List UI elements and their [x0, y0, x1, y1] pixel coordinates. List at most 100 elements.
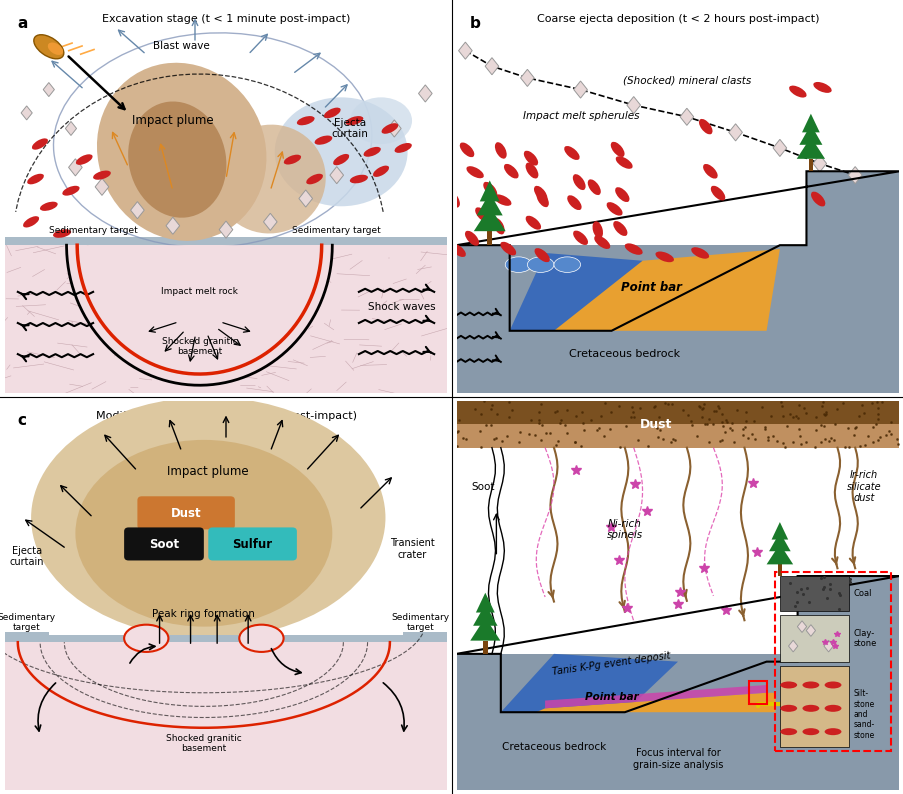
Polygon shape	[812, 155, 825, 172]
Bar	[5, 245, 447, 393]
Bar	[456, 4, 898, 245]
Ellipse shape	[691, 247, 708, 259]
Polygon shape	[219, 221, 233, 238]
Ellipse shape	[824, 705, 841, 712]
Ellipse shape	[93, 171, 111, 179]
Polygon shape	[787, 640, 797, 652]
Text: Point bar: Point bar	[584, 692, 638, 702]
Polygon shape	[728, 124, 741, 141]
Bar	[456, 424, 898, 448]
Bar	[779, 615, 848, 661]
Bar	[5, 642, 447, 790]
Text: Cretaceous bedrock: Cretaceous bedrock	[501, 742, 605, 752]
Ellipse shape	[23, 216, 39, 228]
Ellipse shape	[275, 98, 407, 206]
Text: a: a	[18, 16, 28, 31]
Text: Ir-rich
silicate
dust: Ir-rich silicate dust	[846, 470, 880, 503]
Ellipse shape	[62, 186, 79, 195]
Text: Ejecta
curtain: Ejecta curtain	[331, 118, 368, 139]
Polygon shape	[21, 106, 33, 120]
Ellipse shape	[32, 138, 48, 150]
Ellipse shape	[215, 125, 325, 233]
FancyBboxPatch shape	[124, 527, 204, 561]
Bar	[5, 633, 49, 642]
Text: Dust: Dust	[639, 418, 671, 431]
Ellipse shape	[703, 164, 717, 179]
Polygon shape	[456, 172, 898, 393]
Ellipse shape	[394, 143, 412, 153]
Polygon shape	[330, 167, 343, 183]
Polygon shape	[65, 121, 77, 136]
Bar	[5, 642, 447, 790]
Ellipse shape	[614, 187, 628, 202]
Text: Shocked granitic
basement: Shocked granitic basement	[162, 337, 237, 356]
Ellipse shape	[483, 182, 497, 197]
Ellipse shape	[447, 191, 460, 207]
Polygon shape	[475, 592, 494, 612]
Ellipse shape	[33, 35, 64, 59]
Text: Impact plume: Impact plume	[167, 464, 249, 477]
Polygon shape	[766, 544, 792, 565]
Bar	[336, 237, 447, 245]
Bar	[482, 641, 487, 654]
Ellipse shape	[40, 202, 58, 211]
Text: Ejecta
curtain: Ejecta curtain	[9, 545, 44, 568]
Ellipse shape	[573, 174, 585, 190]
Ellipse shape	[363, 147, 380, 156]
Polygon shape	[479, 180, 499, 202]
FancyBboxPatch shape	[208, 527, 296, 561]
Bar	[748, 681, 766, 704]
Bar	[456, 401, 898, 424]
Polygon shape	[679, 108, 693, 125]
Ellipse shape	[349, 175, 368, 183]
Ellipse shape	[587, 179, 600, 195]
Bar	[5, 237, 62, 245]
Bar	[487, 231, 491, 245]
Ellipse shape	[345, 116, 363, 125]
Ellipse shape	[373, 166, 388, 177]
Polygon shape	[801, 114, 819, 133]
Text: (Shocked) mineral clasts: (Shocked) mineral clasts	[622, 75, 750, 86]
Text: Excavation stage (t < 1 minute post-impact): Excavation stage (t < 1 minute post-impa…	[102, 13, 349, 24]
Text: Coal: Coal	[852, 589, 871, 598]
Polygon shape	[470, 618, 500, 641]
Ellipse shape	[505, 256, 531, 272]
Polygon shape	[95, 179, 108, 195]
Ellipse shape	[31, 397, 385, 638]
Ellipse shape	[591, 222, 602, 238]
Polygon shape	[771, 522, 787, 540]
Text: Sedimentary
target: Sedimentary target	[0, 613, 56, 633]
Text: Coarse ejecta deposition (t < 2 hours post-impact): Coarse ejecta deposition (t < 2 hours po…	[536, 13, 818, 24]
Polygon shape	[69, 159, 82, 176]
Ellipse shape	[239, 625, 284, 652]
Ellipse shape	[612, 221, 627, 236]
Ellipse shape	[76, 154, 92, 165]
Bar	[777, 565, 781, 576]
Ellipse shape	[534, 248, 549, 262]
Ellipse shape	[27, 174, 44, 184]
Polygon shape	[768, 532, 790, 551]
Bar	[779, 576, 848, 611]
Polygon shape	[509, 253, 642, 331]
Bar	[403, 633, 447, 642]
Polygon shape	[485, 58, 498, 75]
Bar	[456, 448, 898, 654]
Ellipse shape	[779, 728, 796, 735]
Ellipse shape	[788, 86, 805, 98]
Text: b: b	[470, 16, 480, 31]
Polygon shape	[796, 137, 824, 159]
Polygon shape	[166, 218, 180, 234]
Polygon shape	[67, 245, 332, 385]
Bar	[5, 635, 447, 642]
Ellipse shape	[128, 102, 226, 218]
Polygon shape	[554, 249, 779, 331]
Text: Fine-grained ejecta deposition (t < 20 years post-impact): Fine-grained ejecta deposition (t < 20 y…	[517, 410, 837, 421]
Polygon shape	[798, 125, 822, 145]
Ellipse shape	[492, 218, 504, 234]
Polygon shape	[772, 140, 786, 156]
Bar	[779, 665, 848, 747]
Ellipse shape	[306, 174, 322, 184]
Polygon shape	[418, 85, 432, 102]
Polygon shape	[456, 576, 898, 790]
Polygon shape	[130, 202, 144, 218]
